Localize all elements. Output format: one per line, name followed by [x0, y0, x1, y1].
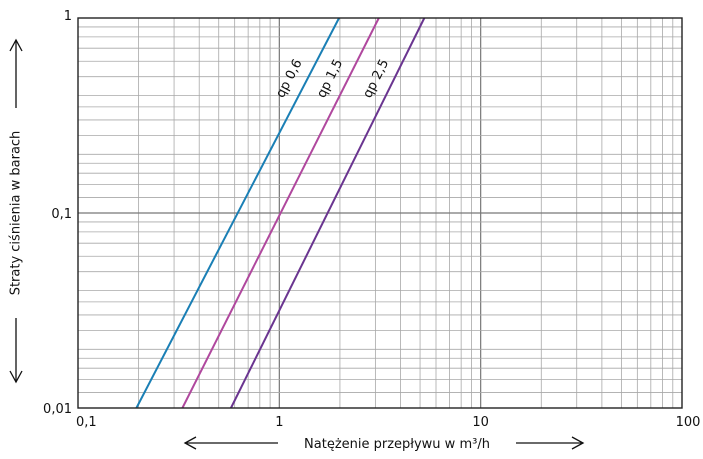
- plot-area-frame: [77, 17, 683, 409]
- series-label: qp 0,6: [273, 57, 305, 101]
- y-tick-label: 1: [64, 9, 72, 24]
- x-axis-arrow-right-icon: [571, 436, 585, 450]
- x-tick-label: 100: [676, 415, 701, 430]
- x-tick-label: 10: [472, 415, 489, 430]
- y-tick-label: 0,1: [51, 207, 72, 222]
- y-axis-arrow-up-icon: [9, 38, 23, 52]
- series-line: [181, 17, 380, 409]
- y-axis-title-group: Straty ciśnienia w barach: [9, 38, 24, 384]
- y-tick-label: 0,01: [43, 402, 72, 417]
- y-axis-arrow-down-icon: [9, 370, 23, 384]
- series-labels: qp 0,6 qp 1,5 qp 2,5: [273, 57, 392, 101]
- x-axis-arrow-left-icon: [183, 436, 197, 450]
- x-tick-label: 0,1: [76, 415, 97, 430]
- y-axis-label: Straty ciśnienia w barach: [9, 131, 24, 296]
- x-axis-label: Natężenie przepływu w m³/h: [304, 437, 490, 452]
- x-tick-label: 1: [275, 415, 283, 430]
- grid: [78, 18, 682, 408]
- tick-labels: 0,1 1 10 100 0,01 0,1 1: [43, 9, 700, 430]
- series-lines: [135, 17, 426, 409]
- x-axis-title-group: Natężenie przepływu w m³/h: [183, 436, 585, 452]
- series-line: [135, 17, 340, 409]
- series-line: [230, 17, 426, 409]
